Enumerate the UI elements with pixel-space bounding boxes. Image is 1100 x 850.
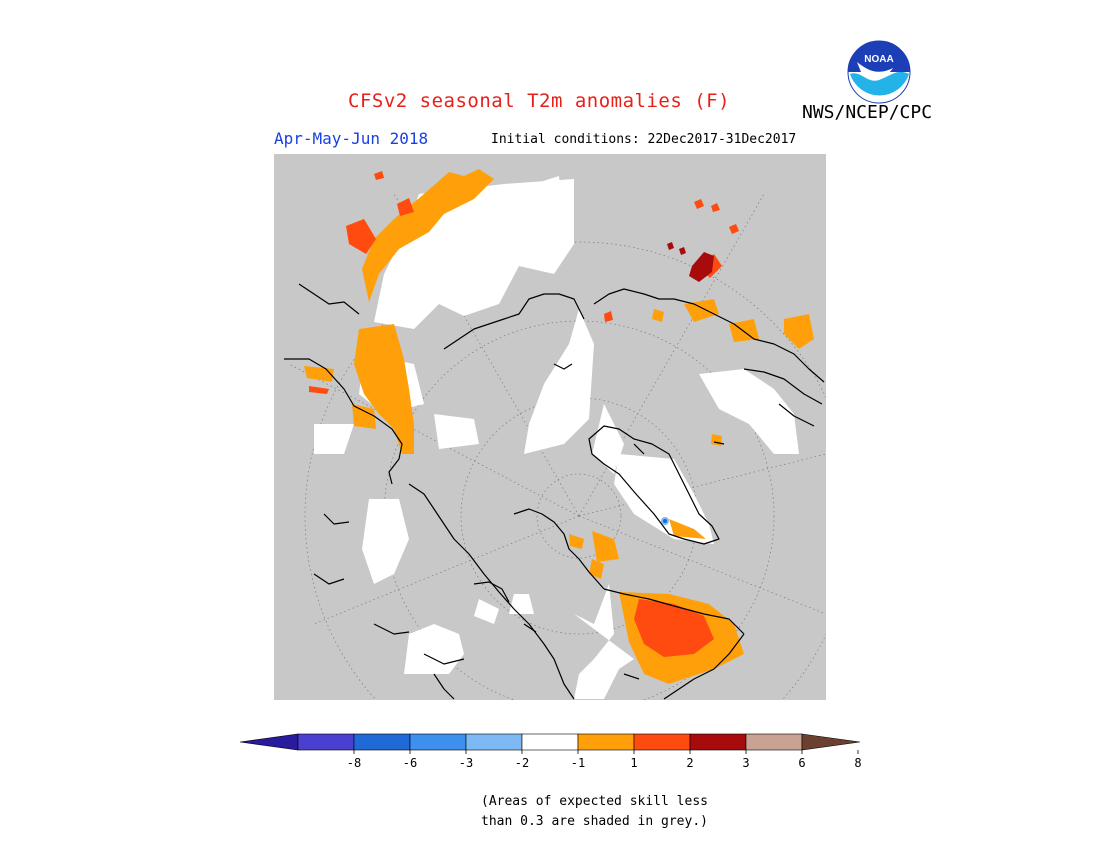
legend-swatch (689, 733, 747, 751)
initial-conditions-label: Initial conditions: 22Dec2017-31Dec2017 (491, 132, 797, 147)
footnote-line-1: (Areas of expected skill less (481, 794, 708, 809)
legend-swatch (521, 733, 579, 751)
legend-label: -2 (515, 756, 529, 770)
season-label: Apr-May-Jun 2018 (274, 129, 429, 148)
legend-label: 6 (798, 756, 805, 770)
legend-label: -3 (459, 756, 473, 770)
polar-anomaly-map (274, 154, 826, 700)
legend-swatch (745, 733, 803, 751)
legend-swatch (465, 733, 523, 751)
footnote-line-2: than 0.3 are shaded in grey.) (481, 814, 708, 829)
positive-2-to-3-areas (309, 171, 739, 657)
legend-label: 2 (686, 756, 693, 770)
agency-label: NWS/NCEP/CPC (802, 102, 933, 123)
legend-swatch (801, 733, 861, 751)
legend-swatch (297, 733, 355, 751)
legend-label: 8 (854, 756, 861, 770)
noaa-logo-icon: NOAA (847, 40, 911, 104)
legend-swatch (577, 733, 635, 751)
positive-3-to-6-areas (667, 242, 714, 282)
legend-label: -8 (347, 756, 361, 770)
legend-label: -1 (571, 756, 585, 770)
legend-swatch (240, 733, 299, 751)
legend-swatch (409, 733, 467, 751)
legend-swatch (353, 733, 411, 751)
skill-footnote: (Areas of expected skill less than 0.3 a… (481, 792, 708, 832)
legend-swatch (633, 733, 691, 751)
color-legend: -8 -6 -3 -2 -1 1 2 3 6 8 (240, 733, 862, 770)
negative-anomaly-point (661, 517, 669, 525)
logo-label: NOAA (864, 54, 893, 65)
coastlines (284, 283, 825, 700)
map-title: CFSv2 seasonal T2m anomalies (F) (348, 90, 731, 112)
legend-label: 1 (630, 756, 637, 770)
legend-label: 3 (742, 756, 749, 770)
legend-label: -6 (403, 756, 417, 770)
